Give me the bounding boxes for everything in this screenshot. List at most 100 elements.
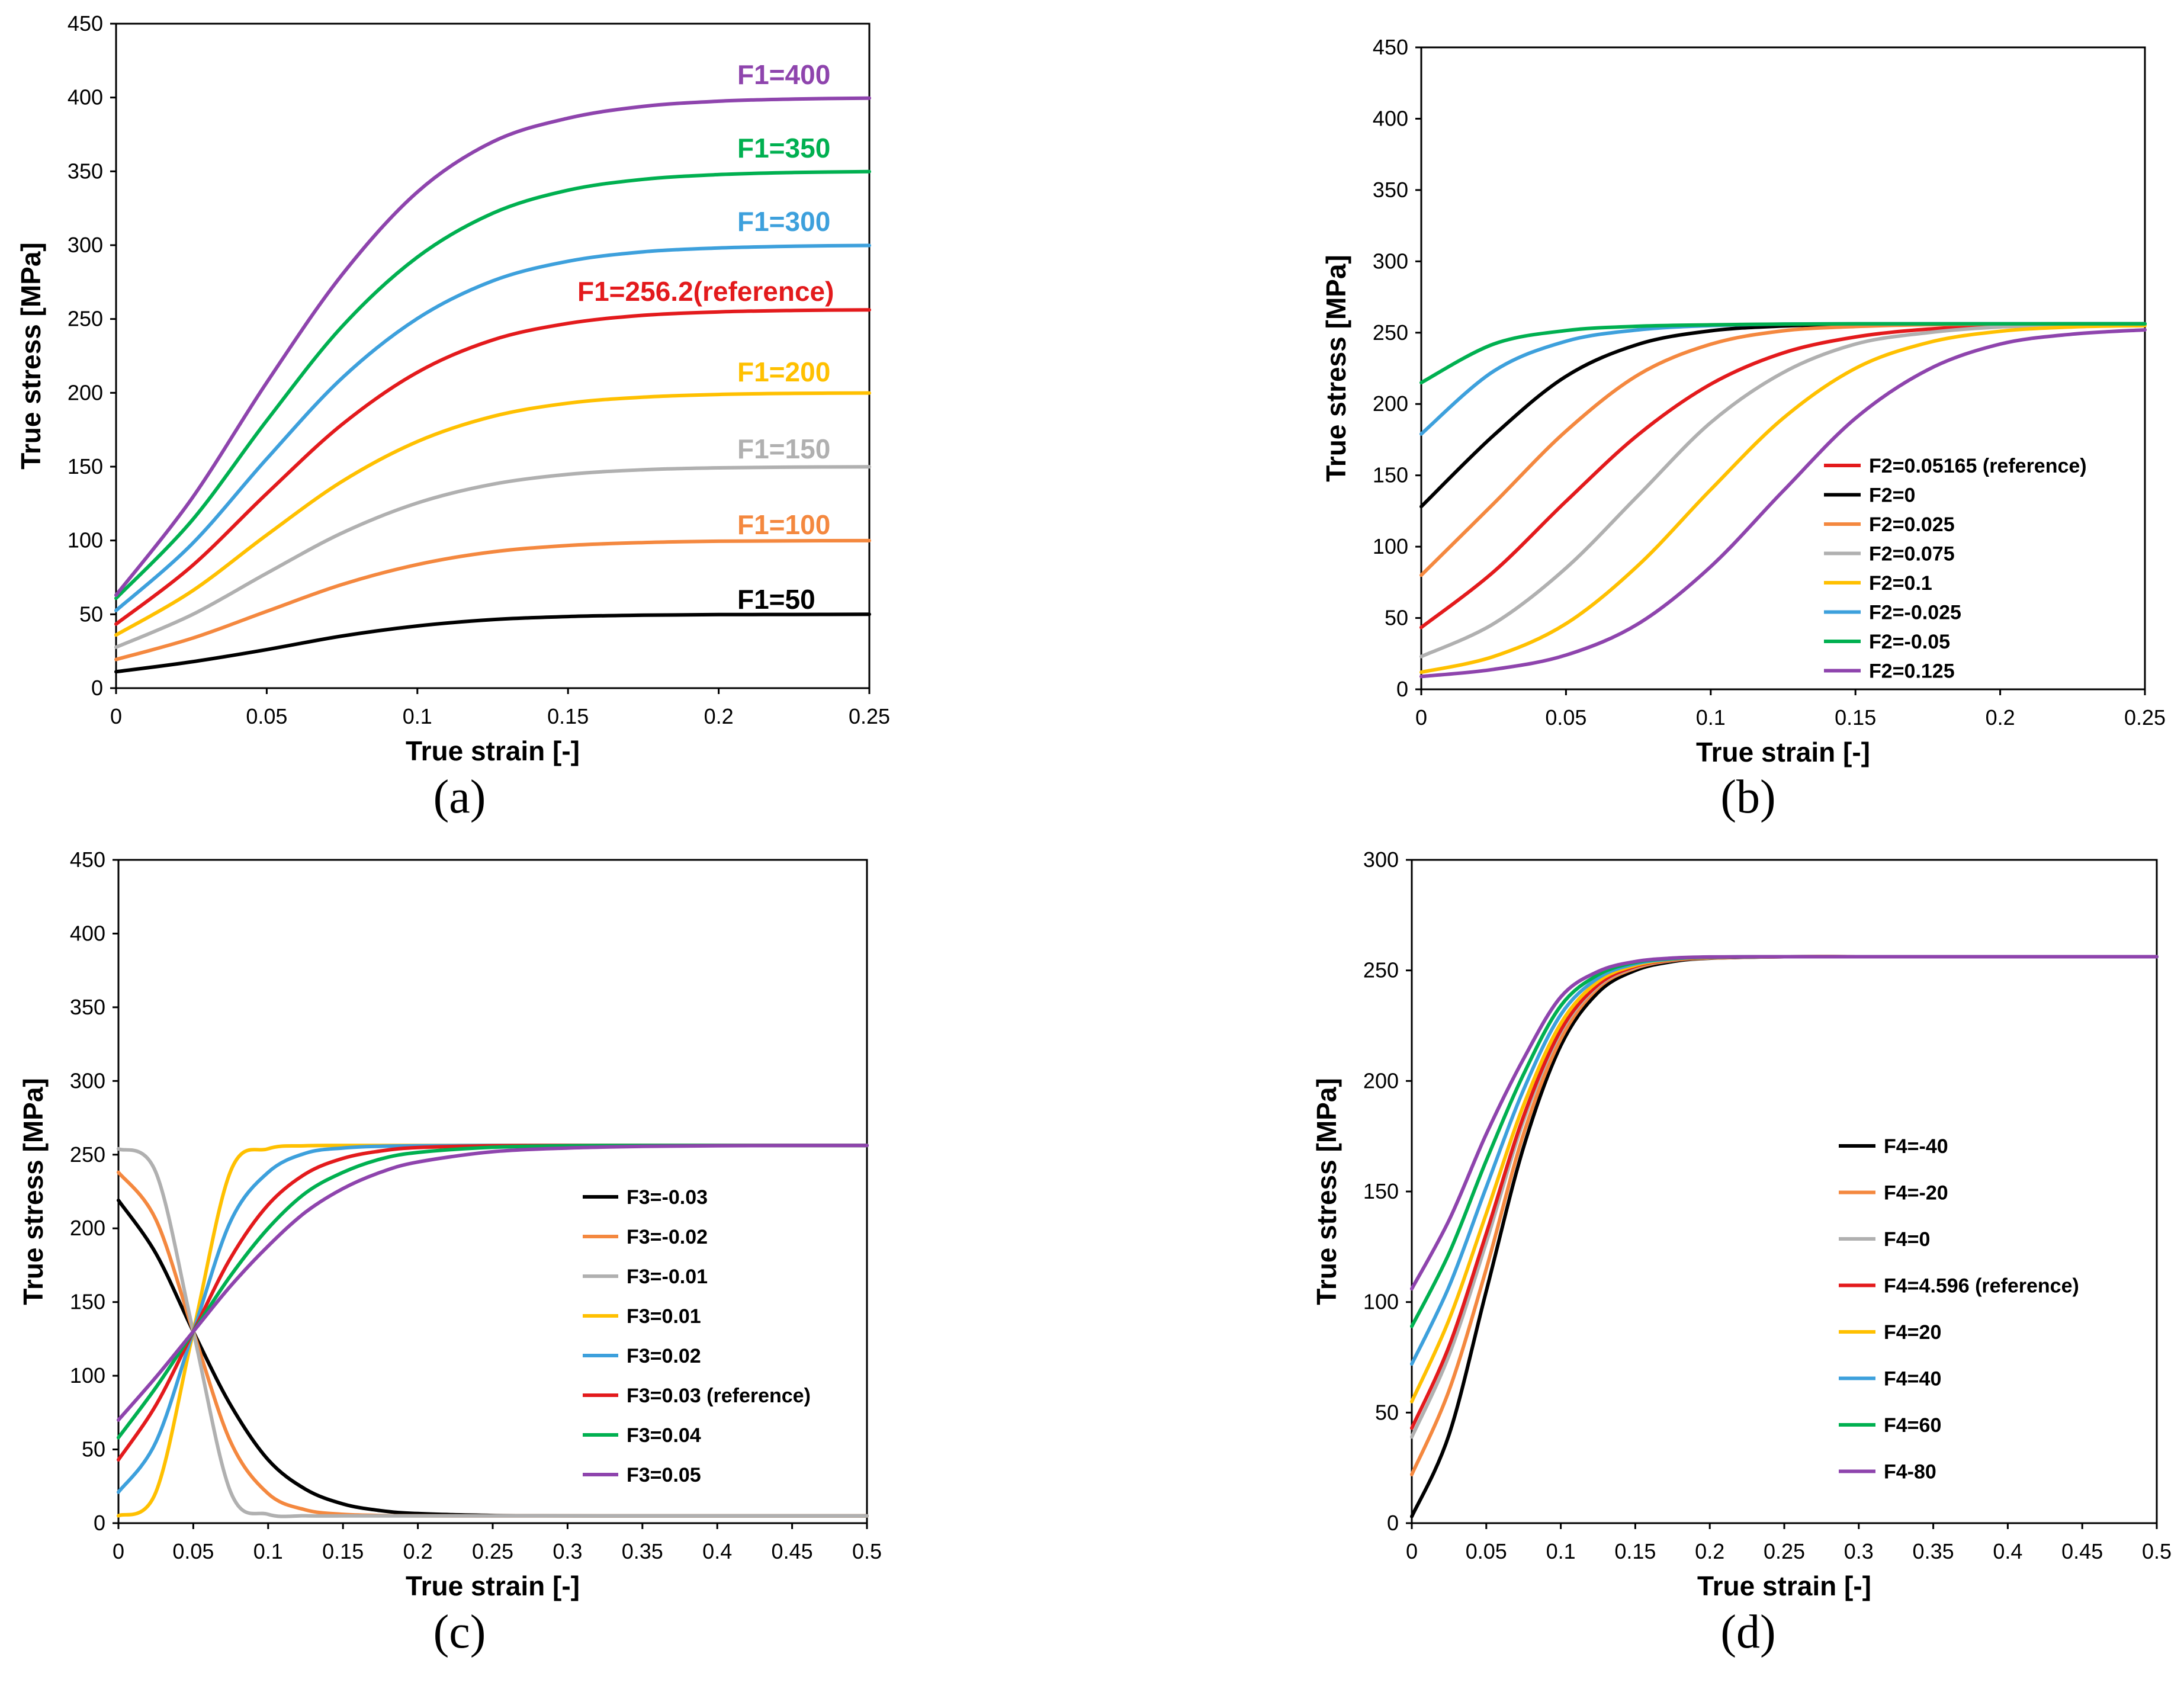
series-line-7 — [1419, 322, 2147, 385]
series-line-1 — [114, 612, 871, 674]
chart-panel-c: 0 50 100 150 200 250 300 350 400 450 0 0.05 0.1 0.15 0… — [18, 847, 882, 1658]
series-line-2 — [1410, 955, 2159, 1476]
legend-entry: F2=0.125 — [1869, 660, 1955, 683]
series-line-5 — [114, 308, 871, 626]
series-label: F1=150 — [737, 433, 830, 464]
legend-entry: F2=0.1 — [1869, 572, 1932, 595]
legend-entry: F4=4.596 (reference) — [1884, 1275, 2079, 1298]
chart-panel-b: 0 50 100 150 200 250 300 350 400 450 0 0.05 0.1 0.15 0… — [1321, 35, 2166, 823]
y-tick-label: 450 — [68, 11, 103, 36]
x-tick-label: 0.05 — [172, 1539, 214, 1563]
x-tick-label: 0 — [1415, 705, 1427, 730]
x-tick-label: 0 — [1406, 1539, 1418, 1563]
x-tick-label: 0.45 — [772, 1539, 813, 1563]
y-tick-label: 150 — [1363, 1179, 1399, 1203]
series-line-1 — [1410, 955, 2159, 1518]
series-label: F1=50 — [737, 584, 815, 615]
series-label: F1=350 — [737, 133, 830, 163]
x-tick-label: 0.5 — [2142, 1539, 2172, 1563]
y-tick-label: 200 — [1363, 1068, 1399, 1093]
plot-area-frame — [1411, 859, 2158, 1524]
legend-entry: F4=40 — [1884, 1368, 1941, 1390]
x-axis-title: True strain [-] — [406, 736, 580, 766]
y-tick-label: 350 — [1373, 178, 1408, 202]
series-line-3 — [1410, 955, 2159, 1439]
series-line-8 — [1419, 328, 2147, 679]
series-line-4 — [117, 1144, 869, 1518]
y-tick-label: 250 — [70, 1142, 105, 1167]
y-tick-label: 300 — [70, 1068, 105, 1093]
series-line-2 — [114, 538, 871, 661]
x-tick-label: 0 — [110, 704, 122, 728]
y-tick-label: 50 — [1375, 1400, 1399, 1424]
y-axis-title: True stress [MPa] — [1311, 1078, 1342, 1305]
y-tick-label: 200 — [70, 1216, 105, 1240]
series-line-4 — [1419, 323, 2147, 659]
x-tick-label: 0.5 — [852, 1539, 882, 1563]
legend-entry: F3=-0.01 — [627, 1266, 708, 1288]
series-label: F1=256.2(reference) — [577, 276, 834, 307]
x-tick-label: 0.1 — [403, 704, 432, 728]
x-tick-label: 0.1 — [253, 1539, 283, 1563]
x-tick-label: 0.05 — [1466, 1539, 1507, 1563]
x-tick-label: 0.2 — [403, 1539, 433, 1563]
legend: F2=0.05165 (reference) F2=0 F2=0.025 F2=0.0… — [1824, 455, 2087, 683]
legend: F4=-40 F4=-20 F4=0 F4=4.596 (reference) F4=2… — [1839, 1135, 2079, 1483]
y-tick-label: 0 — [94, 1511, 105, 1535]
y-tick-label: 100 — [70, 1363, 105, 1388]
y-tick-label: 150 — [70, 1290, 105, 1314]
x-tick-label: 0.05 — [1545, 705, 1586, 730]
x-tick-label: 0.15 — [1614, 1539, 1656, 1563]
y-tick-label: 450 — [1373, 35, 1408, 59]
x-tick-label: 0.1 — [1696, 705, 1726, 730]
legend-entry: F3=0.01 — [627, 1305, 701, 1328]
x-tick-label: 0.25 — [2124, 705, 2166, 730]
series-label: F1=100 — [737, 509, 830, 540]
legend-entry: F2=-0.05 — [1869, 631, 1950, 653]
series-line-6 — [1410, 955, 2159, 1366]
chart-panel-a: 0 50 100 150 200 250 300 350 400 450 0 0.05 0.1 0.15 0… — [15, 11, 890, 823]
y-tick-label: 0 — [1387, 1511, 1399, 1535]
legend-entry: F4-80 — [1884, 1461, 1936, 1483]
plot-area-frame — [117, 859, 868, 1524]
y-tick-label: 200 — [68, 380, 103, 404]
y-tick-label: 350 — [68, 159, 103, 183]
y-tick-label: 250 — [68, 307, 103, 331]
series-line-3 — [117, 1147, 869, 1518]
x-tick-label: 0.05 — [246, 704, 287, 728]
series-line-4 — [114, 391, 871, 637]
legend-entry: F3=0.03 (reference) — [627, 1385, 811, 1407]
series-line-5 — [1419, 323, 2147, 675]
x-axis-title: True strain [-] — [1696, 737, 1870, 767]
chart-panel-d: 0 50 100 150 200 250 300 0 0.05 0.1 0.15 0.2 0.25 0.3… — [1311, 847, 2172, 1658]
y-tick-label: 50 — [82, 1437, 105, 1462]
legend-entry: F2=0.075 — [1869, 543, 1955, 566]
x-tick-label: 0.4 — [702, 1539, 732, 1563]
series-line-5 — [1410, 955, 2159, 1404]
y-tick-label: 450 — [70, 847, 105, 872]
series-line-6 — [117, 1144, 869, 1462]
x-tick-label: 0.25 — [472, 1539, 513, 1563]
legend-entry: F3=-0.03 — [627, 1186, 708, 1209]
legend-entry: F4=20 — [1884, 1321, 1941, 1344]
y-axis-title: True stress [MPa] — [15, 242, 46, 469]
x-tick-label: 0.3 — [1844, 1539, 1874, 1563]
y-tick-label: 50 — [1385, 606, 1408, 630]
y-tick-label: 300 — [1373, 249, 1408, 273]
legend-entry: F3=0.02 — [627, 1345, 701, 1367]
panel-label: (d) — [1720, 1606, 1775, 1658]
legend-entry: F4=60 — [1884, 1414, 1941, 1437]
series-line-8 — [117, 1144, 869, 1422]
series-label: F1=200 — [737, 357, 830, 387]
legend-entry: F2=-0.025 — [1869, 602, 1961, 624]
series-line-4 — [1410, 955, 2159, 1430]
x-tick-label: 0.15 — [322, 1539, 364, 1563]
x-tick-label: 0.2 — [1986, 705, 2015, 730]
legend-entry: F4=0 — [1884, 1228, 1930, 1251]
series-line-8 — [114, 96, 871, 597]
legend-entry: F2=0.025 — [1869, 513, 1955, 536]
legend-entry: F3=-0.02 — [627, 1226, 708, 1248]
plot-area-frame — [1420, 46, 2146, 691]
panel-label: (b) — [1720, 771, 1775, 823]
y-tick-label: 100 — [68, 528, 103, 553]
